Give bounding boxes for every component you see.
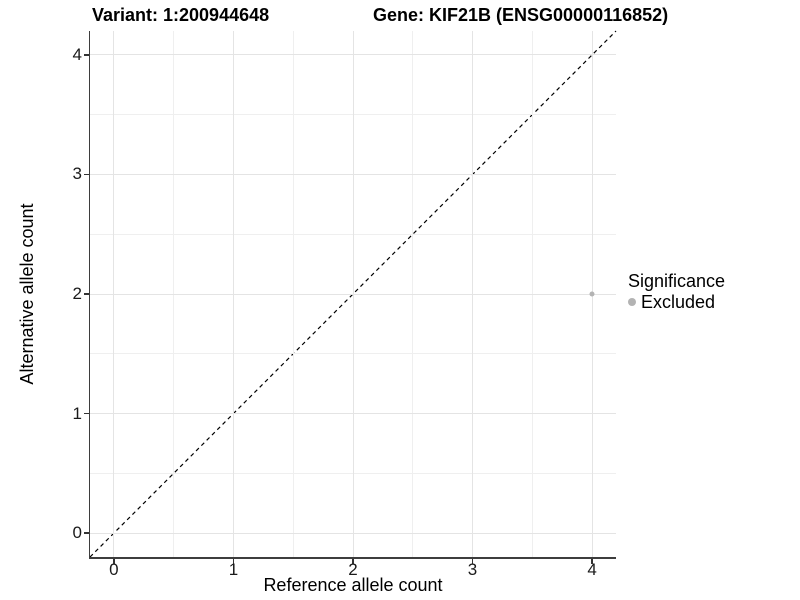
y-axis-title: Alternative allele count bbox=[17, 203, 37, 385]
y-tick bbox=[83, 293, 89, 295]
legend-title: Significance bbox=[628, 271, 726, 291]
y-tick-label: 2 bbox=[72, 284, 82, 303]
x-tick bbox=[113, 558, 115, 564]
x-tick-label: 3 bbox=[467, 560, 478, 579]
y-tick-label: 3 bbox=[72, 164, 82, 184]
gene-title: Gene: KIF21B (ENSG00000116852) bbox=[373, 5, 669, 25]
x-tick bbox=[471, 558, 474, 564]
data-point-excluded bbox=[589, 291, 595, 297]
variant-title: Variant: 1:200944648 bbox=[92, 5, 270, 25]
x-tick-label: 0 bbox=[109, 560, 119, 579]
y-tick bbox=[83, 412, 89, 415]
y-tick-label: 1 bbox=[72, 403, 82, 423]
legend: Significance Excluded bbox=[628, 271, 725, 312]
y-tick-label: 4 bbox=[72, 44, 82, 64]
x-tick bbox=[232, 558, 235, 564]
x-tick-label: 4 bbox=[587, 560, 597, 579]
y-major-gridline bbox=[90, 173, 616, 175]
excluded-point-icon bbox=[628, 298, 636, 306]
y-tick-label: 0 bbox=[72, 523, 82, 543]
y-major-gridline bbox=[90, 413, 616, 415]
y-tick bbox=[83, 173, 89, 176]
y-tick bbox=[83, 532, 89, 534]
x-tick-label: 1 bbox=[228, 560, 239, 579]
x-tick bbox=[591, 558, 593, 564]
identity-dashed-line bbox=[89, 30, 617, 558]
plot-panel bbox=[89, 30, 617, 558]
x-axis-line bbox=[88, 557, 616, 559]
y-major-gridline bbox=[90, 532, 616, 534]
y-tick bbox=[83, 54, 89, 56]
y-major-gridline bbox=[90, 293, 616, 295]
legend-item-label: Excluded bbox=[641, 292, 716, 312]
legend-item-excluded: Excluded bbox=[628, 292, 725, 312]
x-tick-label: 2 bbox=[348, 560, 358, 579]
y-major-gridline bbox=[90, 54, 616, 56]
x-axis-title: Reference allele count bbox=[263, 575, 443, 595]
y-axis-line bbox=[88, 31, 90, 559]
x-tick bbox=[352, 558, 354, 564]
